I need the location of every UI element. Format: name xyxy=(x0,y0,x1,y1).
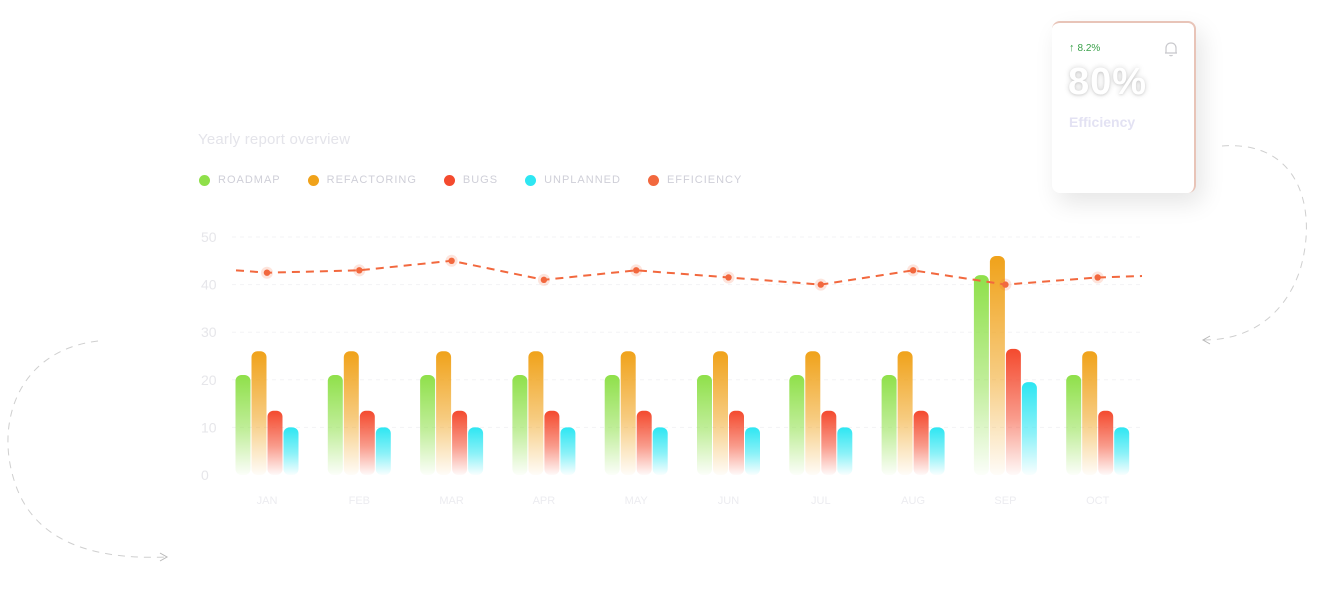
bar-refactoring-feb[interactable] xyxy=(343,351,359,475)
y-tick-label: 10 xyxy=(201,419,217,435)
legend-label: REFACTORING xyxy=(326,174,417,186)
legend-swatch xyxy=(443,174,455,186)
change-value: 8.2% xyxy=(1077,42,1101,54)
legend-swatch xyxy=(647,174,659,186)
bar-unplanned-jun[interactable] xyxy=(745,427,760,475)
bar-bugs-apr[interactable] xyxy=(544,410,560,475)
bar-unplanned-mar[interactable] xyxy=(468,427,484,475)
bar-roadmap-jan[interactable] xyxy=(235,375,251,475)
bar-bugs-oct[interactable] xyxy=(1098,410,1114,475)
decorative-arrow-right xyxy=(1201,335,1211,345)
efficiency-point-sep[interactable] xyxy=(1002,281,1009,288)
decorative-curve-left xyxy=(7,340,167,558)
change-indicator: ↑ 8.2% xyxy=(1069,42,1100,54)
x-tick-label: MAR xyxy=(439,495,464,507)
bar-unplanned-apr[interactable] xyxy=(560,427,576,475)
x-tick-label: AUG xyxy=(901,495,925,507)
bar-bugs-feb[interactable] xyxy=(359,410,375,475)
x-tick-label: MAY xyxy=(625,495,649,507)
bar-bugs-jun[interactable] xyxy=(729,410,744,475)
bar-bugs-sep[interactable] xyxy=(1005,348,1021,475)
legend-swatch xyxy=(307,174,319,186)
efficiency-point-jan[interactable] xyxy=(263,269,271,276)
legend-swatch xyxy=(199,174,210,186)
bar-bugs-may[interactable] xyxy=(636,410,652,475)
bar-roadmap-jul[interactable] xyxy=(789,375,805,475)
bar-refactoring-aug[interactable] xyxy=(897,351,913,475)
bar-bugs-jan[interactable] xyxy=(267,410,283,475)
efficiency-point-apr[interactable] xyxy=(540,276,548,284)
bar-roadmap-feb[interactable] xyxy=(327,375,343,475)
legend-item-unplanned[interactable]: UNPLANNED xyxy=(525,174,621,186)
bar-refactoring-jun[interactable] xyxy=(713,351,728,475)
bar-roadmap-sep[interactable] xyxy=(973,275,989,475)
y-tick-label: 20 xyxy=(201,372,217,388)
y-tick-label: 50 xyxy=(201,229,217,245)
bar-roadmap-jun[interactable] xyxy=(697,375,712,475)
efficiency-line xyxy=(235,259,1143,286)
x-tick-label: JUN xyxy=(718,495,739,507)
bar-refactoring-sep[interactable] xyxy=(989,256,1005,475)
bar-unplanned-jul[interactable] xyxy=(837,427,853,475)
legend-item-bugs[interactable]: BUGS xyxy=(443,174,499,186)
legend-label: UNPLANNED xyxy=(544,174,621,186)
x-tick-label: JUL xyxy=(811,495,831,507)
bar-unplanned-may[interactable] xyxy=(652,427,668,475)
decorative-curve-right xyxy=(1203,145,1307,341)
chart-legend: ROADMAP REFACTORING BUGS UNPLANNED EFFIC… xyxy=(199,174,769,186)
bar-refactoring-oct[interactable] xyxy=(1082,351,1098,475)
x-tick-label: APR xyxy=(533,495,556,507)
y-tick-label: 0 xyxy=(201,467,209,483)
legend-item-roadmap[interactable]: ROADMAP xyxy=(199,174,281,186)
efficiency-label: Efficiency xyxy=(1069,114,1136,130)
legend-label: BUGS xyxy=(462,174,499,186)
legend-item-refactoring[interactable]: REFACTORING xyxy=(307,174,417,186)
bar-refactoring-jul[interactable] xyxy=(805,351,821,475)
bar-refactoring-apr[interactable] xyxy=(528,351,544,475)
bar-roadmap-mar[interactable] xyxy=(420,375,436,475)
y-tick-label: 40 xyxy=(201,277,217,293)
efficiency-point-jun[interactable] xyxy=(725,274,732,281)
decorative-arrow-left xyxy=(159,552,169,562)
bar-roadmap-may[interactable] xyxy=(604,375,620,475)
bar-unplanned-jan[interactable] xyxy=(283,427,299,475)
x-tick-label: JAN xyxy=(257,495,278,507)
y-tick-label: 30 xyxy=(201,324,217,340)
bar-roadmap-apr[interactable] xyxy=(512,375,528,475)
legend-label: EFFICIENCY xyxy=(666,174,743,186)
legend-label: ROADMAP xyxy=(218,174,281,186)
bar-refactoring-jan[interactable] xyxy=(251,351,267,475)
chart-title: Yearly report overview xyxy=(198,131,351,148)
bar-roadmap-oct[interactable] xyxy=(1066,375,1082,475)
efficiency-value: 80% xyxy=(1068,61,1148,103)
bar-bugs-mar[interactable] xyxy=(452,410,468,475)
legend-item-efficiency[interactable]: EFFICIENCY xyxy=(647,174,743,186)
bar-unplanned-feb[interactable] xyxy=(375,427,391,475)
bar-bugs-jul[interactable] xyxy=(821,410,837,475)
bar-bugs-aug[interactable] xyxy=(913,410,929,475)
efficiency-point-feb[interactable] xyxy=(356,267,363,274)
x-tick-label: OCT xyxy=(1086,495,1110,507)
efficiency-point-jul[interactable] xyxy=(817,281,824,288)
bell-icon[interactable] xyxy=(1162,40,1180,58)
efficiency-point-aug[interactable] xyxy=(909,267,917,274)
efficiency-point-oct[interactable] xyxy=(1094,274,1101,281)
bar-roadmap-aug[interactable] xyxy=(881,375,897,475)
bar-refactoring-mar[interactable] xyxy=(436,351,452,475)
x-tick-label: FEB xyxy=(349,495,370,507)
bar-unplanned-aug[interactable] xyxy=(929,427,945,475)
bar-unplanned-sep[interactable] xyxy=(1021,382,1037,475)
bar-unplanned-oct[interactable] xyxy=(1114,427,1130,475)
efficiency-point-mar[interactable] xyxy=(448,257,455,264)
x-tick-label: SEP xyxy=(994,495,1016,507)
arrow-up-icon: ↑ xyxy=(1069,42,1075,54)
efficiency-point-may[interactable] xyxy=(633,267,640,274)
efficiency-card[interactable]: ↑ 8.2% 80% Efficiency xyxy=(1052,21,1196,193)
legend-swatch xyxy=(525,174,537,186)
bar-refactoring-may[interactable] xyxy=(620,351,636,475)
